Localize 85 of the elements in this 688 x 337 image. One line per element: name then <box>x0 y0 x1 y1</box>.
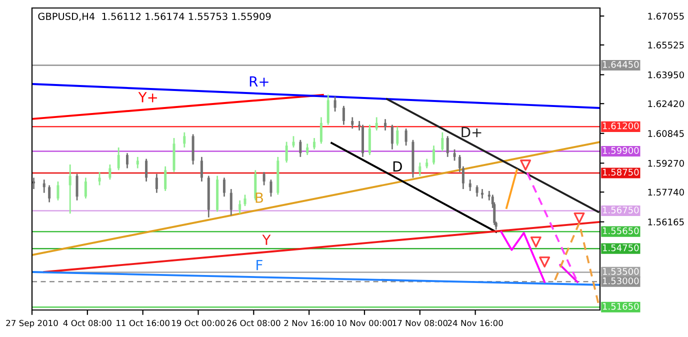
candlestick <box>468 178 472 192</box>
candlestick <box>117 146 120 171</box>
y-tick-label: 1.59270 <box>648 160 684 167</box>
point <box>520 160 532 171</box>
candlestick <box>432 144 436 166</box>
candlestick <box>342 105 345 126</box>
candlestick <box>426 158 428 169</box>
candlestick <box>292 135 295 148</box>
candlestick <box>76 173 78 202</box>
series-label: Y <box>262 234 271 245</box>
x-tick-label: 4 Oct 08:00 <box>63 320 112 326</box>
series-label: B <box>256 192 263 203</box>
series-label: D+ <box>462 127 482 138</box>
candlestick <box>326 94 330 126</box>
line-series <box>500 230 546 284</box>
ref-line-label: 1.53000 <box>602 277 639 284</box>
ref-line-label: 1.61200 <box>602 122 639 130</box>
ref-line-label: 1.58750 <box>602 168 639 176</box>
candlestick <box>68 164 72 214</box>
point <box>530 236 542 248</box>
candlestick <box>299 139 302 158</box>
candlestick <box>476 184 478 198</box>
y-tick-label: 1.63950 <box>648 71 684 78</box>
candlestick <box>446 135 449 158</box>
candlestick <box>32 177 35 190</box>
candlestick <box>136 156 139 169</box>
candlestick <box>222 177 226 198</box>
candlestick <box>155 173 158 194</box>
candlestick <box>262 171 266 186</box>
candlestick <box>334 96 336 112</box>
y-tick-label: 1.62420 <box>648 100 684 108</box>
ref-line-label: 1.56750 <box>602 206 639 214</box>
candlestick <box>313 137 316 150</box>
candlestick <box>404 128 408 146</box>
candlestick <box>270 178 272 198</box>
ref-line-label: 1.64450 <box>602 61 639 68</box>
ref-line-label: 1.53500 <box>602 268 639 275</box>
candlestick <box>351 116 354 130</box>
x-tick-label: 17 Nov 08:00 <box>392 320 448 326</box>
x-tick-label: 24 Nov 16:00 <box>448 320 503 326</box>
candlestick <box>42 178 46 194</box>
candlestick <box>453 148 456 162</box>
ref-line-label: 1.59900 <box>602 147 639 154</box>
candlestick <box>418 162 422 177</box>
candlestick <box>390 124 394 150</box>
candlestick <box>441 132 444 152</box>
x-tick-label: 11 Oct 16:00 <box>116 320 170 326</box>
candlestick <box>108 164 112 180</box>
x-tick-label: 19 Oct 00:00 <box>172 320 225 326</box>
candlestick <box>306 142 309 156</box>
x-tick-label: 2 Nov 16:00 <box>284 320 334 326</box>
y-tick-label: 1.65525 <box>648 42 684 49</box>
candlestick <box>238 200 242 214</box>
candlestick <box>200 156 203 182</box>
series-label: R+ <box>250 76 268 87</box>
x-tick-label: 27 Sep 2010 <box>6 320 58 328</box>
chart-title: GBPUSD,H4 1.56112 1.56174 1.55753 1.55909 <box>38 12 271 22</box>
series-label: Y+ <box>138 92 157 102</box>
candlestick <box>164 166 167 192</box>
candlestick <box>98 171 101 186</box>
point <box>574 212 585 224</box>
y-tick-label: 1.67055 <box>648 12 684 20</box>
y-tick-label: 1.56165 <box>648 218 684 226</box>
ref-line-label: 1.55650 <box>602 227 639 234</box>
candlestick <box>56 180 60 202</box>
candlestick <box>285 141 288 164</box>
y-tick-label: 1.57740 <box>648 188 684 196</box>
candlestick <box>48 184 51 203</box>
x-tick-label: 10 Nov 00:00 <box>337 320 392 326</box>
candlestick <box>375 116 378 132</box>
series-label: D <box>393 161 402 172</box>
candlestick <box>396 126 399 146</box>
candlestick <box>145 158 148 182</box>
candlestick <box>230 188 232 216</box>
ref-line-label: 1.54750 <box>602 244 639 252</box>
y-tick-label: 1.60845 <box>648 130 684 137</box>
candlestick <box>384 118 387 132</box>
x-tick-label: 26 Oct 08:00 <box>227 320 280 326</box>
point <box>539 256 550 268</box>
ref-line-label: 1.51650 <box>602 302 639 310</box>
series-label: F <box>256 260 262 270</box>
candlestick <box>320 116 322 144</box>
candlestick <box>126 152 128 169</box>
candlestick <box>84 177 87 200</box>
candlestick <box>183 132 186 148</box>
